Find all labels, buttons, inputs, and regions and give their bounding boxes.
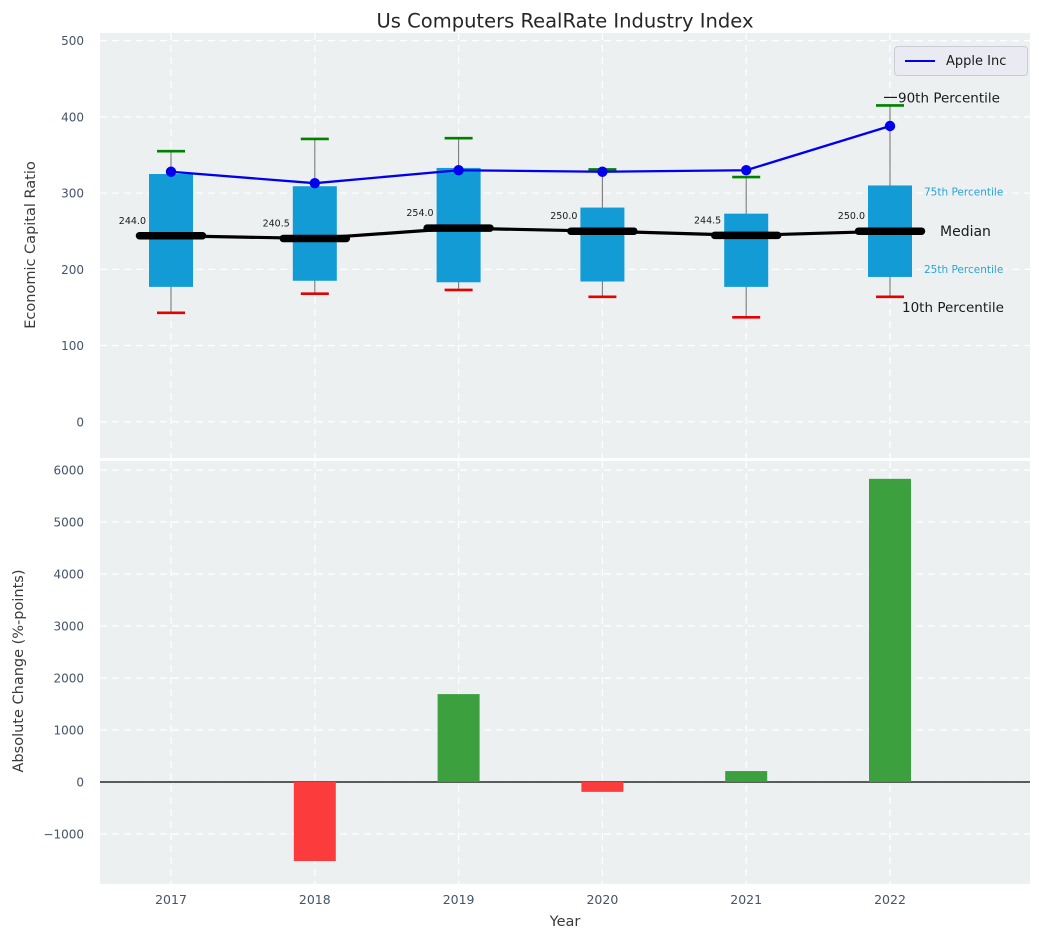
xtick-label: 2021	[730, 892, 762, 907]
apple-marker	[597, 166, 608, 177]
xtick-label: 2017	[155, 892, 187, 907]
change-bar	[869, 478, 911, 782]
median-value-annotation: 250.0	[550, 211, 577, 222]
median-value-annotation: 244.0	[119, 216, 146, 227]
median-label: Median	[940, 224, 991, 240]
median-value-annotation: 244.5	[694, 215, 721, 226]
bottom-ytick-label: −1000	[43, 827, 84, 841]
median-value-annotation: 240.5	[263, 218, 290, 229]
p10-label: 10th Percentile	[902, 300, 1004, 316]
x-axis-label: Year	[549, 914, 581, 930]
change-bar	[293, 781, 336, 862]
bottom-ytick-label: 5000	[53, 515, 84, 529]
top-y-axis-label: Economic Capital Ratio	[23, 161, 39, 329]
p90-label: 90th Percentile	[898, 90, 1000, 106]
xtick-label: 2019	[443, 892, 475, 907]
top-ytick-label: 400	[61, 110, 84, 124]
iqr-box	[292, 186, 337, 281]
apple-marker	[165, 166, 177, 177]
apple-line	[170, 124, 891, 185]
top-ytick-label: 300	[61, 187, 84, 201]
apple-marker	[309, 177, 320, 189]
p25-label: 25th Percentile	[924, 264, 1003, 276]
bottom-y-axis-label: Absolute Change (%-points)	[11, 569, 27, 773]
bottom-ytick-label: 2000	[53, 671, 84, 685]
median-value-annotation: 250.0	[838, 211, 865, 222]
change-bar	[437, 694, 480, 782]
legend-line-icon	[905, 60, 935, 62]
apple-marker	[453, 165, 464, 176]
xtick-label: 2020	[586, 892, 618, 907]
top-ytick-label: 200	[61, 263, 84, 277]
iqr-box	[149, 174, 193, 287]
xtick-label: 2022	[874, 892, 906, 907]
bottom-ytick-label: 6000	[53, 463, 84, 477]
bottom-ytick-label: 3000	[53, 619, 84, 633]
top-ytick-label: 0	[76, 415, 84, 429]
median-value-annotation: 254.0	[406, 208, 433, 219]
bottom-ytick-label: 4000	[53, 567, 84, 581]
iqr-box	[724, 213, 769, 287]
top-ytick-label: 100	[61, 339, 84, 353]
bottom-ytick-label: 0	[76, 775, 84, 789]
legend-label: Apple Inc	[946, 53, 1007, 69]
iqr-box	[580, 207, 625, 282]
bottom-ytick-label: 1000	[53, 723, 84, 737]
p75-label: 75th Percentile	[924, 186, 1003, 198]
xtick-label: 2018	[299, 892, 331, 907]
chart-title: Us Computers RealRate Industry Index	[376, 9, 754, 33]
apple-marker	[741, 165, 752, 176]
change-bar	[581, 781, 624, 792]
top-ytick-label: 500	[61, 34, 84, 48]
apple-marker	[884, 120, 896, 132]
change-bar	[725, 771, 768, 782]
legend: Apple Inc	[894, 46, 1028, 76]
